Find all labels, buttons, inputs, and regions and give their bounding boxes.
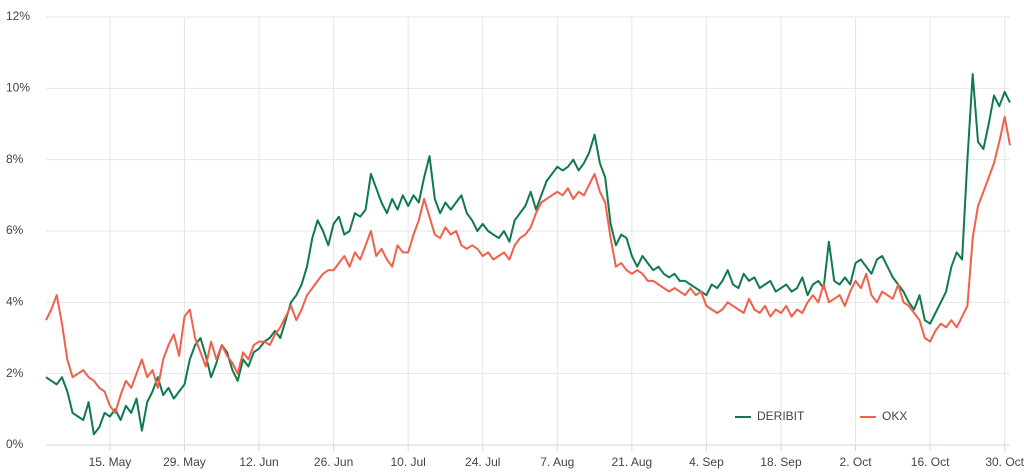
legend-label: DERIBIT — [757, 409, 805, 423]
y-tick-label: 6% — [6, 223, 24, 237]
y-tick-label: 12% — [6, 9, 30, 23]
y-tick-label: 2% — [6, 366, 24, 380]
x-tick-label: 4. Sep — [689, 455, 724, 469]
x-tick-label: 2. Oct — [840, 455, 873, 469]
x-tick-label: 26. Jun — [314, 455, 353, 469]
x-tick-label: 24. Jul — [465, 455, 500, 469]
x-tick-label: 30. Oct — [985, 455, 1024, 469]
legend-label: OKX — [882, 409, 907, 423]
y-tick-label: 4% — [6, 295, 24, 309]
x-tick-label: 18. Sep — [760, 455, 802, 469]
y-tick-label: 10% — [6, 81, 30, 95]
x-tick-label: 10. Jul — [390, 455, 425, 469]
x-tick-label: 16. Oct — [911, 455, 950, 469]
x-tick-label: 21. Aug — [611, 455, 652, 469]
x-tick-label: 12. Jun — [239, 455, 278, 469]
x-tick-label: 29. May — [163, 455, 206, 469]
series-line — [45, 115, 1011, 414]
y-tick-label: 0% — [6, 437, 24, 451]
y-tick-label: 8% — [6, 152, 24, 166]
x-tick-label: 15. May — [89, 455, 132, 469]
series-line — [45, 73, 1011, 436]
x-tick-label: 7. Aug — [540, 455, 574, 469]
